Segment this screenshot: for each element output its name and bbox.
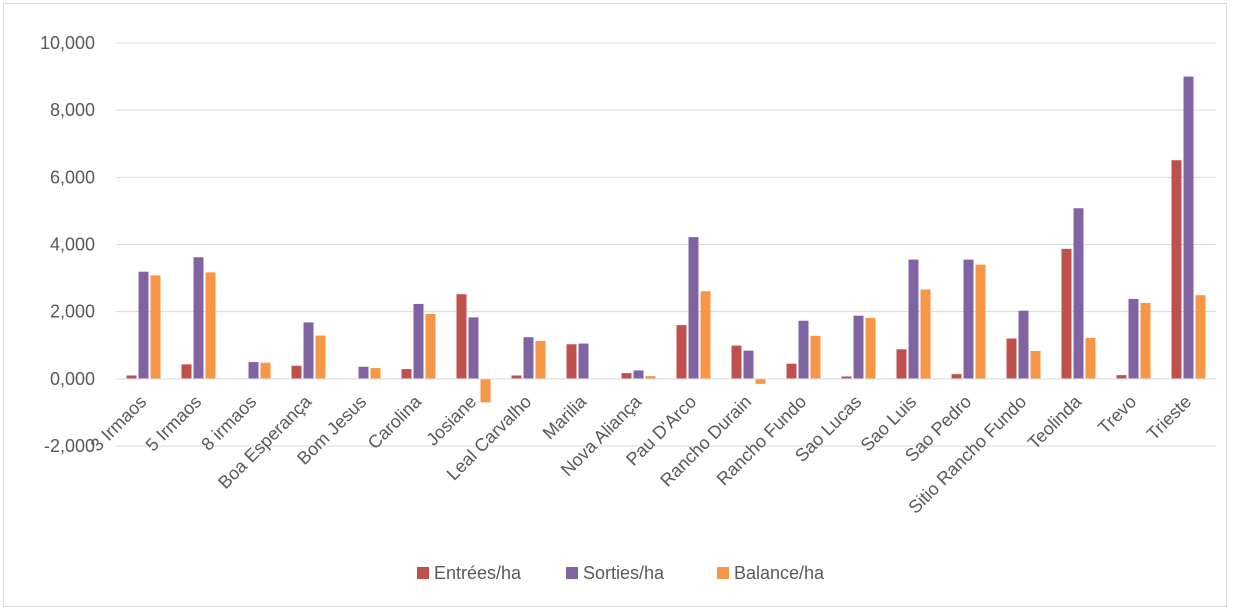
bar-balance bbox=[810, 335, 821, 379]
bar-balance bbox=[975, 264, 986, 379]
bar-entrees bbox=[676, 325, 687, 379]
bar-sorties bbox=[193, 257, 204, 379]
bar-balance bbox=[755, 378, 766, 384]
bar-entrees bbox=[126, 375, 137, 379]
bar-entrees bbox=[1006, 338, 1017, 379]
bar-sorties bbox=[908, 259, 919, 379]
x-category-label: Trieste bbox=[1143, 392, 1196, 445]
x-category-label: Boa Esperança bbox=[214, 391, 316, 493]
bar-balance bbox=[1030, 350, 1041, 379]
y-tick-label: 8,000 bbox=[50, 100, 95, 120]
bar-entrees bbox=[291, 365, 302, 379]
legend: Entrées/ha Sorties/ha Balance/ha bbox=[417, 563, 825, 583]
gridlines bbox=[116, 42, 1216, 447]
bar-sorties bbox=[138, 271, 149, 379]
bar-entrees bbox=[1116, 375, 1127, 379]
bar-entrees bbox=[566, 344, 577, 379]
bar-balance bbox=[920, 289, 931, 379]
y-axis-tick-labels: -2,000 0,000 2,000 4,000 6,000 8,000 10,000 bbox=[40, 33, 95, 456]
legend-swatch-balance bbox=[717, 567, 729, 579]
chart-frame: -2,000 0,000 2,000 4,000 6,000 8,000 10,000 3 … bbox=[3, 3, 1227, 607]
bar-sorties bbox=[1183, 76, 1194, 379]
bars bbox=[126, 76, 1206, 403]
bar-sorties bbox=[413, 303, 424, 379]
bar-sorties bbox=[743, 350, 754, 379]
bar-sorties bbox=[1018, 310, 1029, 379]
bar-balance bbox=[260, 362, 271, 379]
bar-balance bbox=[150, 275, 161, 379]
bar-sorties bbox=[1073, 208, 1084, 379]
bar-sorties bbox=[1128, 298, 1139, 379]
bar-entrees bbox=[896, 349, 907, 379]
x-category-label: Carolina bbox=[364, 391, 426, 453]
y-tick-label: 2,000 bbox=[50, 302, 95, 322]
bar-balance bbox=[1085, 337, 1096, 379]
bar-balance bbox=[535, 340, 546, 379]
bar-entrees bbox=[951, 374, 962, 379]
bar-sorties bbox=[358, 366, 369, 379]
y-tick-label: 10,000 bbox=[40, 33, 95, 53]
y-tick-label: 6,000 bbox=[50, 167, 95, 187]
bar-balance bbox=[700, 291, 711, 379]
bar-sorties bbox=[798, 320, 809, 379]
legend-label-sorties: Sorties/ha bbox=[583, 563, 665, 583]
y-tick-label: 0,000 bbox=[50, 369, 95, 389]
bar-entrees bbox=[1171, 160, 1182, 379]
bar-chart: -2,000 0,000 2,000 4,000 6,000 8,000 10,000 3 … bbox=[40, 33, 1216, 583]
bar-sorties bbox=[468, 317, 479, 379]
bar-entrees bbox=[621, 373, 632, 379]
legend-swatch-entrees bbox=[417, 567, 429, 579]
bar-entrees bbox=[511, 375, 522, 379]
bar-balance bbox=[1140, 302, 1151, 379]
bar-sorties bbox=[523, 337, 534, 379]
bar-balance bbox=[1195, 295, 1206, 379]
legend-swatch-sorties bbox=[566, 567, 578, 579]
bar-sorties bbox=[578, 343, 589, 379]
bar-sorties bbox=[853, 315, 864, 379]
x-category-label: Trevo bbox=[1094, 392, 1140, 438]
x-category-label: Teolinda bbox=[1024, 391, 1086, 453]
bar-entrees bbox=[731, 345, 742, 379]
bar-sorties bbox=[633, 370, 644, 379]
bar-balance bbox=[205, 272, 216, 379]
legend-label-entrees: Entrées/ha bbox=[434, 563, 522, 583]
bar-sorties bbox=[963, 259, 974, 379]
bar-balance bbox=[645, 376, 656, 379]
x-category-label: Marilia bbox=[539, 391, 591, 443]
bar-entrees bbox=[456, 294, 467, 379]
bar-balance bbox=[480, 378, 491, 403]
y-tick-label: 4,000 bbox=[50, 235, 95, 255]
bar-sorties bbox=[248, 362, 259, 379]
bar-balance bbox=[315, 335, 326, 379]
bar-entrees bbox=[1061, 248, 1072, 379]
bar-balance bbox=[865, 318, 876, 379]
bar-sorties bbox=[688, 237, 699, 379]
y-tick-label: -2,000 bbox=[44, 436, 95, 456]
bar-balance bbox=[425, 314, 436, 379]
legend-label-balance: Balance/ha bbox=[734, 563, 825, 583]
bar-sorties bbox=[303, 322, 314, 379]
bar-entrees bbox=[786, 363, 797, 379]
bar-entrees bbox=[181, 364, 192, 379]
bar-balance bbox=[370, 368, 381, 379]
bar-entrees bbox=[401, 369, 412, 379]
bar-entrees bbox=[841, 376, 852, 379]
